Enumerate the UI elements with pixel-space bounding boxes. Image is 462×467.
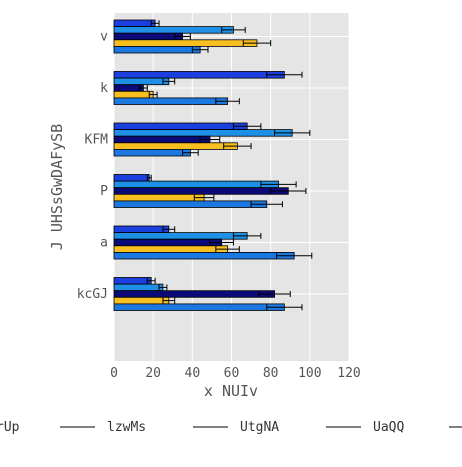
bar [114, 33, 183, 40]
bar [114, 201, 267, 208]
bar [114, 304, 284, 311]
bar [114, 40, 257, 47]
x-tick-label: 100 [298, 366, 321, 381]
bar [114, 226, 169, 233]
legend: rUp lzwMs UtgNA UaQQ [0, 420, 462, 435]
y-tick-label: kcGJ [77, 287, 108, 302]
bar [114, 278, 151, 285]
bar [114, 98, 228, 105]
legend-label: rUp [0, 420, 20, 435]
x-axis-label: x NUIv [204, 382, 258, 400]
x-tick-label: 40 [185, 366, 201, 381]
x-tick-label: 20 [145, 366, 161, 381]
x-tick-label: 60 [224, 366, 240, 381]
legend-label: UaQQ [373, 420, 404, 435]
bar [114, 149, 190, 156]
bar [114, 130, 292, 137]
bar [114, 27, 233, 34]
bar [114, 123, 247, 130]
bar [114, 20, 155, 27]
bar [114, 252, 294, 259]
bar [114, 91, 153, 98]
x-tick-label: 120 [337, 366, 360, 381]
legend-label: lzwMs [107, 420, 146, 435]
y-tick-label: k [100, 81, 108, 96]
bar [114, 239, 222, 246]
y-tick-label: P [100, 184, 108, 199]
bar [114, 291, 275, 298]
y-tick-label: a [100, 236, 108, 251]
bar [114, 78, 169, 85]
bar [114, 297, 169, 304]
bar [114, 175, 149, 182]
x-tick-labels: 0 20 40 60 80 100 120 [110, 366, 361, 381]
bar [114, 136, 210, 143]
y-tick-label: v [100, 30, 108, 45]
bar [114, 246, 228, 253]
bar [114, 233, 247, 240]
bar [114, 194, 204, 201]
legend-label: UtgNA [240, 420, 279, 435]
bar [114, 188, 288, 195]
bar [114, 181, 279, 188]
x-tick-label: 80 [263, 366, 279, 381]
x-tick-label: 0 [110, 366, 118, 381]
bar [114, 72, 284, 79]
y-tick-labels: kcGJ a P KFM k v [77, 30, 108, 303]
y-axis-label: J UHSsGwDAFySB [48, 124, 66, 250]
bar [114, 284, 163, 291]
y-tick-label: KFM [85, 133, 109, 148]
bar [114, 46, 200, 53]
bar [114, 143, 237, 150]
